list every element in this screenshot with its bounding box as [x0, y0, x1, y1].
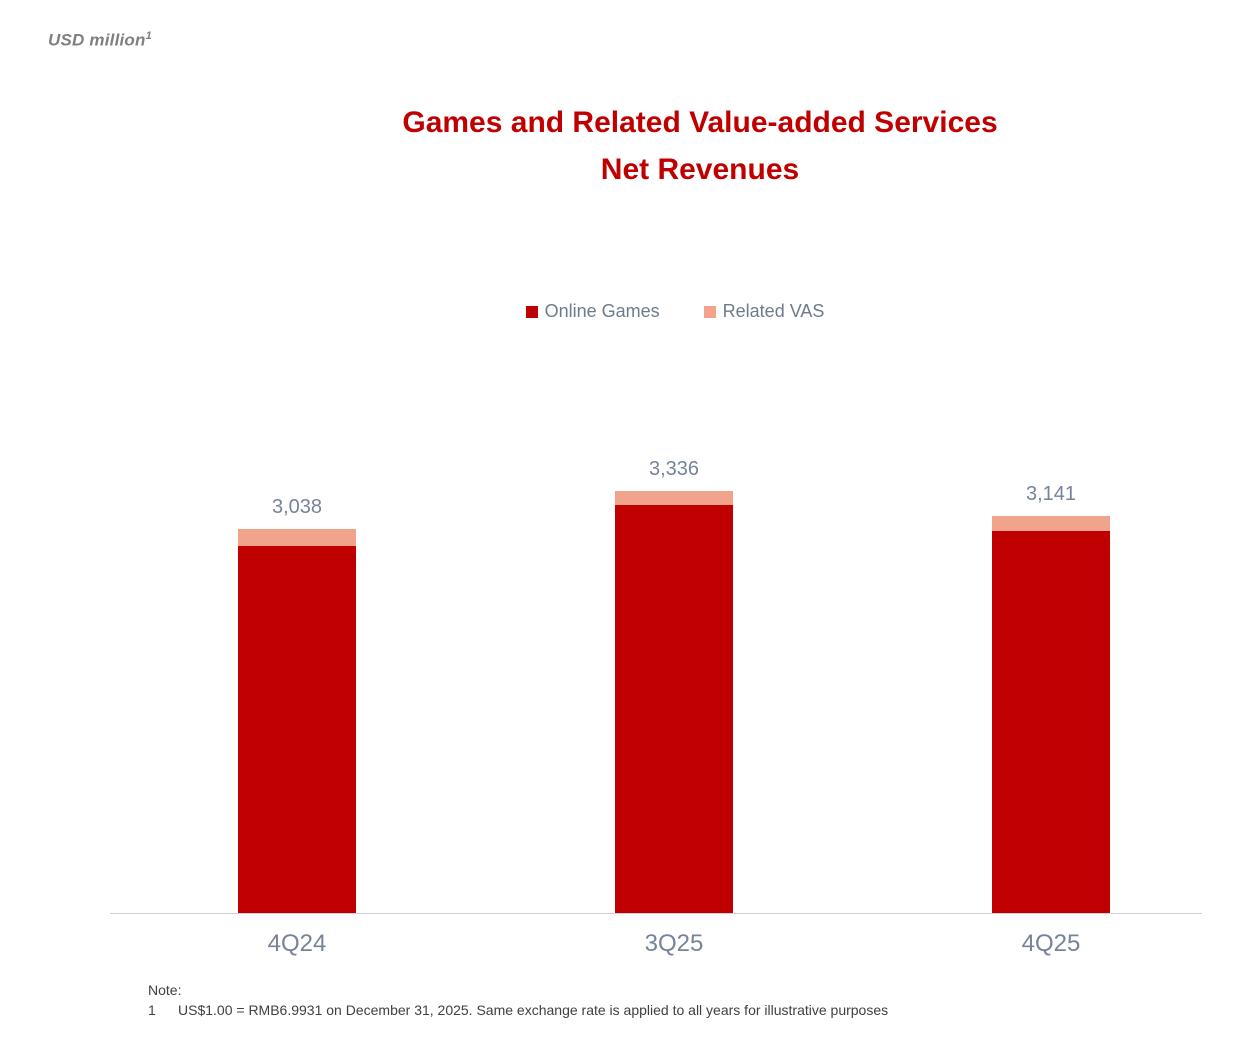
units-label: USD million1 — [48, 30, 152, 51]
bar-segment-related-vas-4Q24 — [238, 529, 356, 546]
footnote-header: Note: — [148, 982, 182, 998]
bar-total-label-4Q25: 3,141 — [1025, 483, 1077, 505]
x-axis-label-4Q25: 4Q25 — [1021, 930, 1081, 957]
bar-segment-online-games-4Q25 — [992, 531, 1110, 913]
footnote-text: US$1.00 = RMB6.9931 on December 31, 2025… — [178, 1002, 889, 1018]
footnote: Note: 1 US$1.00 = RMB6.9931 on December … — [148, 981, 888, 1020]
chart-title: Games and Related Value-added Services Ne… — [144, 99, 1256, 193]
legend-item-related-vas: Related VAS — [703, 301, 825, 322]
footnote-number: 1 — [148, 1002, 156, 1018]
legend-swatch-related-vas — [703, 305, 716, 318]
x-axis-label-4Q24: 4Q24 — [267, 930, 327, 957]
units-text: USD million — [48, 30, 146, 50]
bar-segment-online-games-3Q25 — [615, 505, 733, 913]
footnote-line: 1 US$1.00 = RMB6.9931 on December 31, 20… — [148, 1001, 888, 1020]
bar-total-label-3Q25: 3,336 — [648, 458, 700, 480]
chart-title-line-2: Net Revenues — [600, 153, 800, 186]
chart-title-line-1: Games and Related Value-added Services — [402, 106, 998, 139]
legend-label-online-games: Online Games — [544, 301, 660, 321]
legend-item-online-games: Online Games — [525, 301, 660, 322]
units-footnote-marker: 1 — [145, 30, 152, 42]
chart-legend: Online Games Related VAS — [144, 301, 1206, 322]
bar-total-label-4Q24: 3,038 — [271, 496, 323, 518]
legend-label-related-vas: Related VAS — [722, 301, 825, 321]
bar-segment-online-games-4Q24 — [238, 546, 356, 913]
bar-segment-related-vas-4Q25 — [992, 516, 1110, 531]
x-axis-line — [110, 913, 1202, 914]
legend-swatch-online-games — [525, 305, 538, 318]
bar-segment-related-vas-3Q25 — [615, 491, 733, 505]
x-axis-label-3Q25: 3Q25 — [644, 930, 704, 957]
